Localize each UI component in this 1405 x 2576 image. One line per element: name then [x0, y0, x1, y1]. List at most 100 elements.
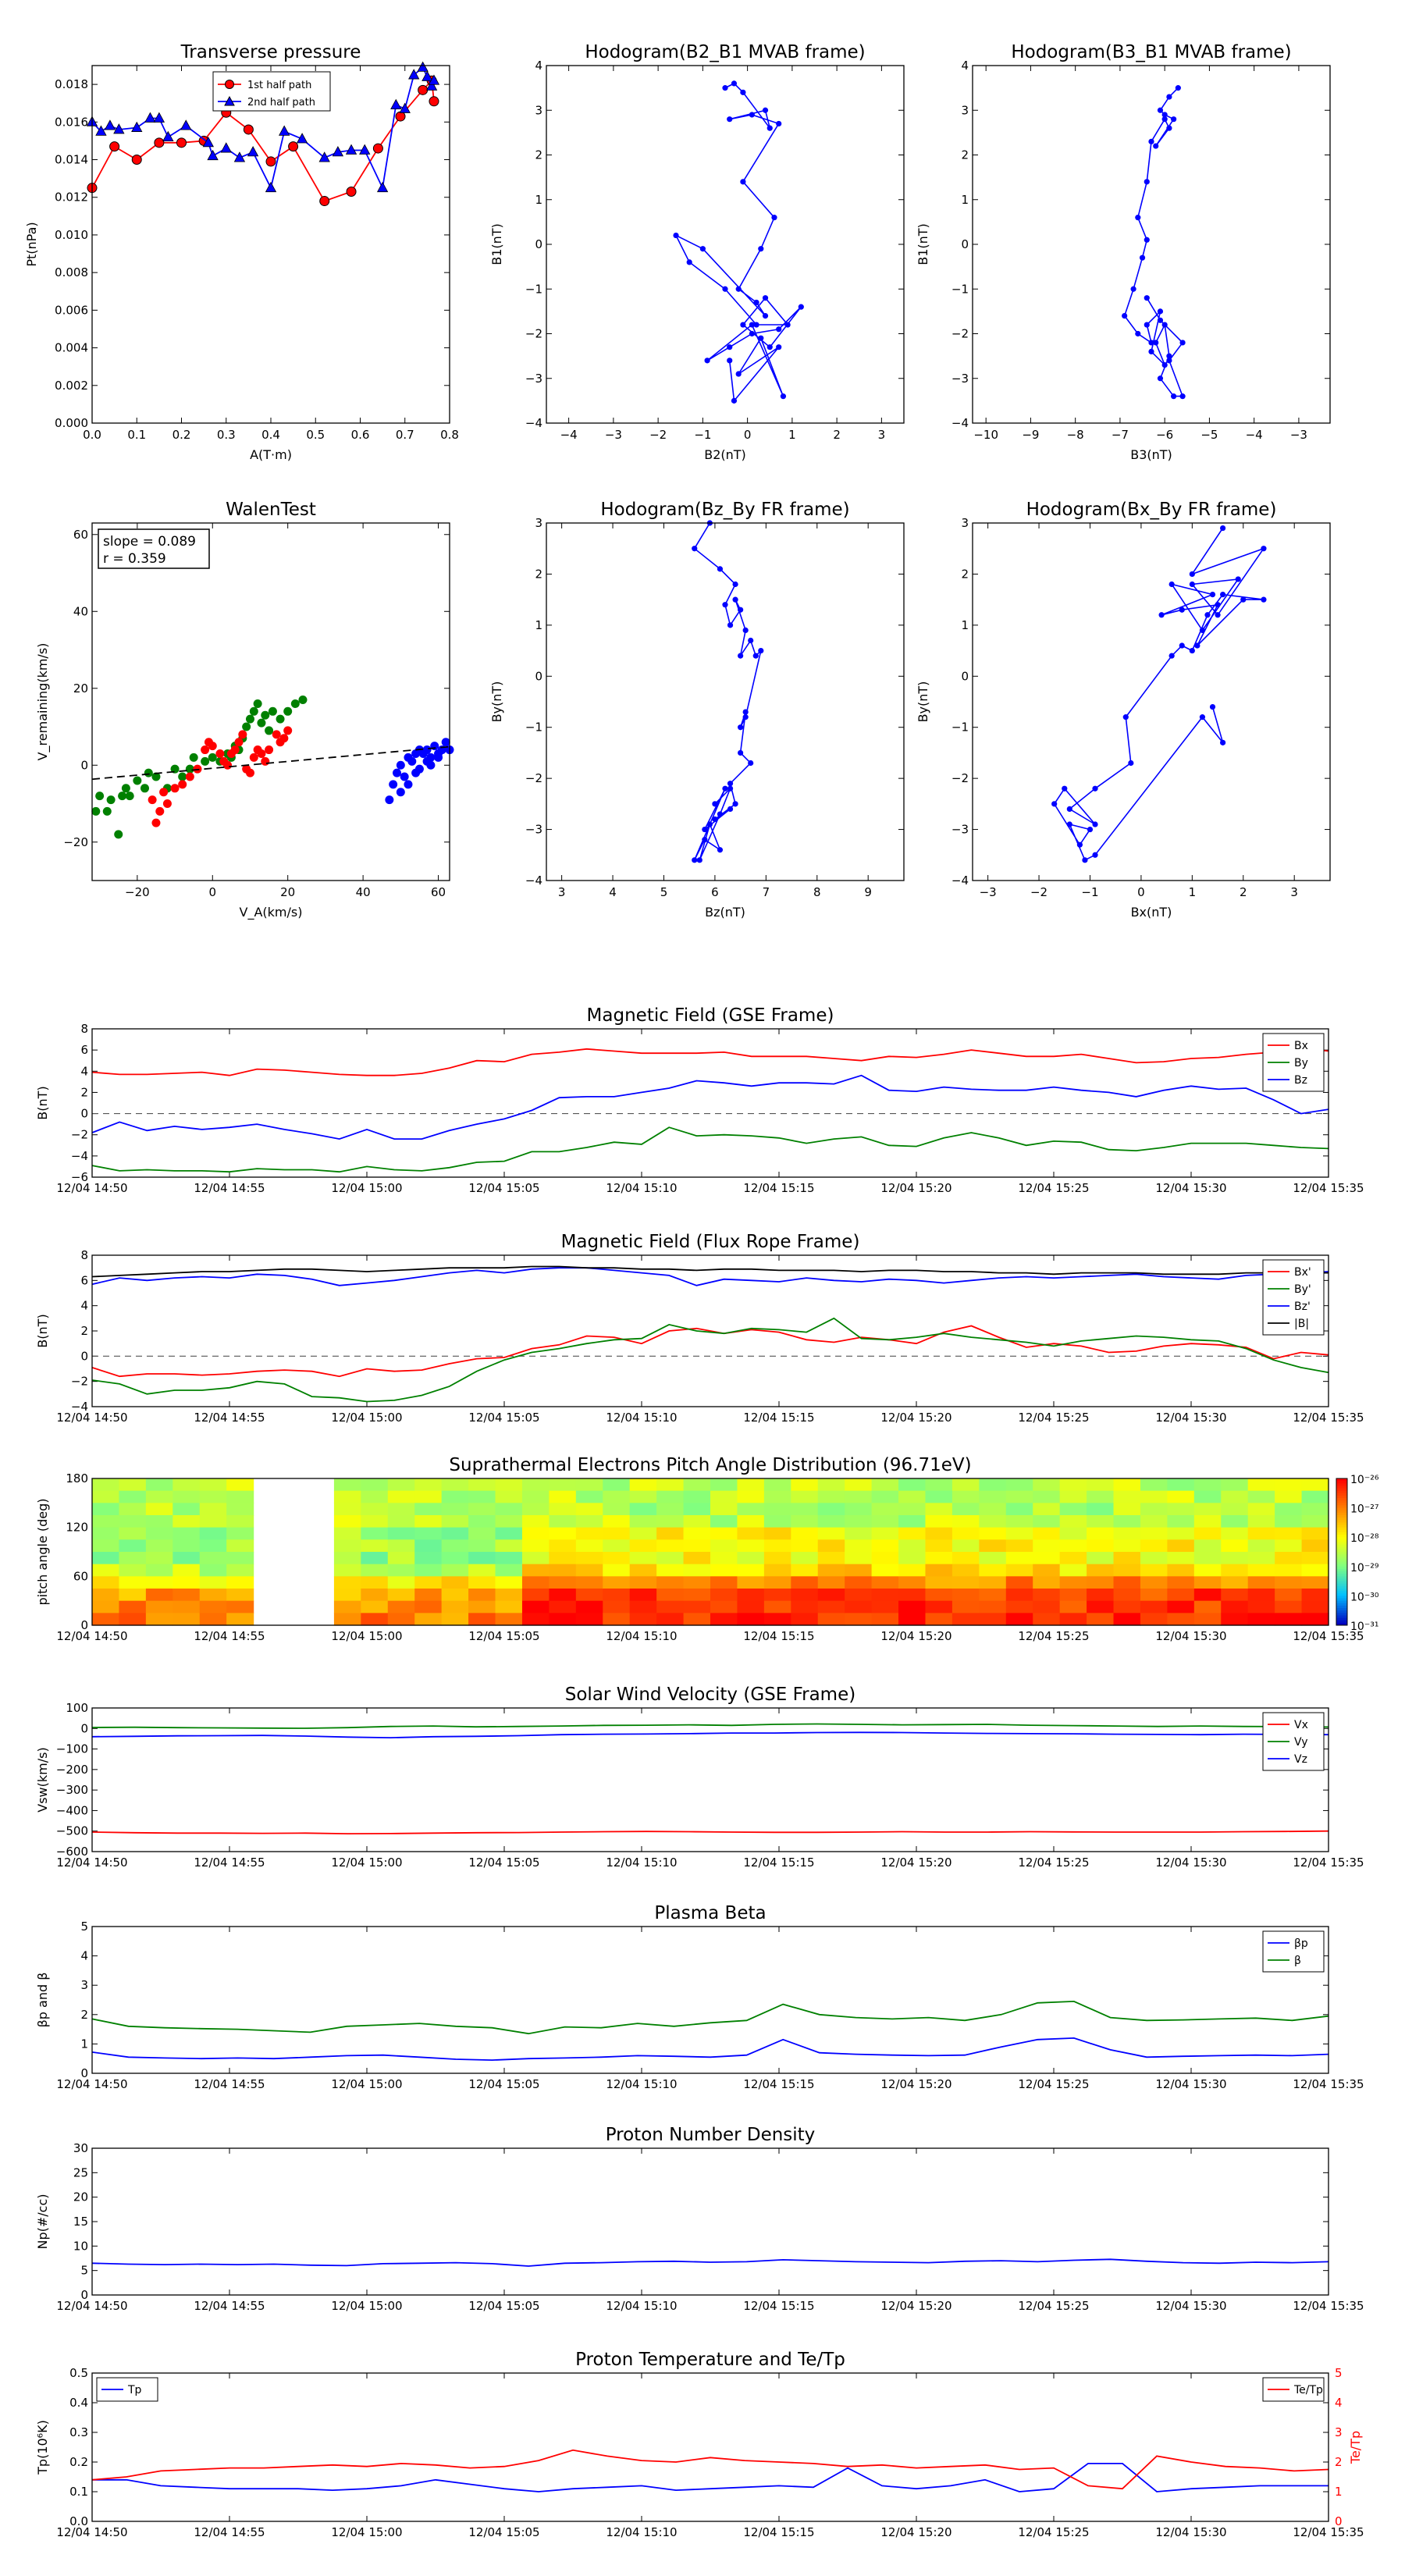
time-tick-label: 12/04 15:25: [1018, 2077, 1089, 2091]
data-point-triangle: [296, 133, 308, 144]
heatmap-cell: [145, 1515, 173, 1528]
heatmap-cell: [575, 1564, 603, 1577]
heatmap-cell: [226, 1564, 254, 1577]
time-tick-label: 12/04 15:00: [331, 2077, 402, 2091]
y-tick-label: 8: [80, 1248, 88, 1262]
y-axis-label: By(nT): [489, 681, 504, 723]
heatmap-cell: [817, 1515, 845, 1528]
colorbar-segment: [1336, 1549, 1347, 1553]
heatmap-cell: [1247, 1576, 1275, 1589]
time-tick-label: 12/04 15:15: [743, 1411, 814, 1425]
heatmap-cell: [521, 1589, 550, 1602]
walen-point: [283, 726, 293, 735]
heatmap-cell: [845, 1552, 873, 1565]
x-tick-label: 7: [763, 885, 770, 899]
series-line: [91, 2258, 1329, 2267]
heatmap-cell: [549, 1576, 577, 1589]
heatmap-cell: [951, 1539, 980, 1553]
heatmap-cell: [817, 1503, 845, 1516]
colorbar-segment: [1336, 1568, 1347, 1572]
heatmap-cell: [521, 1613, 550, 1626]
heatmap-cell: [817, 1564, 845, 1577]
heatmap-cell: [603, 1539, 631, 1553]
plot-area: [92, 2148, 1329, 2295]
heatmap-cell: [629, 1478, 657, 1492]
heatmap-cell: [521, 1515, 550, 1528]
walen-point: [178, 780, 187, 789]
y-tick-label: −3: [951, 823, 969, 837]
heatmap-cell: [1275, 1490, 1303, 1503]
data-point: [1076, 841, 1083, 848]
data-point-triangle: [233, 151, 246, 162]
heatmap-cell: [1221, 1589, 1249, 1602]
y-tick-label: 2: [80, 2008, 88, 2022]
heatmap-cell: [199, 1503, 227, 1516]
y-tick-label: 0.012: [55, 190, 88, 205]
y-tick-label: 0: [80, 1107, 88, 1121]
heatmap-cell: [1113, 1527, 1141, 1540]
time-tick-label: 12/04 14:55: [194, 1629, 265, 1643]
heatmap-cell: [603, 1478, 631, 1492]
heatmap-cell: [1087, 1515, 1115, 1528]
heatmap-cell: [441, 1527, 469, 1540]
chart-title: Transverse pressure: [180, 42, 361, 62]
data-point: [1189, 571, 1195, 578]
heatmap-cell: [845, 1564, 873, 1577]
heatmap-cell: [603, 1503, 631, 1516]
chart-title: Magnetic Field (GSE Frame): [587, 1005, 834, 1026]
time-tick-label: 12/04 15:15: [743, 2077, 814, 2091]
heatmap-cell: [1087, 1490, 1115, 1503]
y-tick-label: 3: [961, 103, 969, 117]
axes-frame: [91, 2147, 1329, 2296]
heatmap-cell: [414, 1527, 443, 1540]
heatmap-cells: [92, 1478, 1329, 1626]
time-tick-label: 12/04 15:30: [1155, 1181, 1226, 1195]
colorbar-segment: [1336, 1557, 1347, 1560]
heatmap-cell: [898, 1490, 927, 1503]
data-point: [1168, 581, 1175, 588]
y-tick-label: 2: [80, 1324, 88, 1338]
walen-point: [106, 795, 116, 805]
heatmap-cell: [1059, 1515, 1087, 1528]
heatmap-cell: [1087, 1589, 1115, 1602]
data-point: [742, 714, 749, 720]
time-tick-label: 12/04 15:05: [468, 2077, 539, 2091]
heatmap-cell: [763, 1589, 791, 1602]
y-tick-label: 180: [66, 1471, 88, 1485]
heatmap-cell: [629, 1564, 657, 1577]
heatmap-cell: [871, 1589, 899, 1602]
heatmap-cell: [737, 1539, 765, 1553]
walen-point: [290, 699, 300, 708]
heatmap-cell: [656, 1478, 685, 1492]
data-point-triangle: [247, 146, 259, 157]
heatmap-cell: [1087, 1613, 1115, 1626]
data-point-circle: [372, 143, 383, 154]
walen-point: [91, 806, 101, 816]
walen-point: [245, 714, 254, 724]
heatmap-cell: [763, 1527, 791, 1540]
heatmap-cell: [629, 1503, 657, 1516]
x-axis-label: B3(nT): [1130, 447, 1172, 462]
heatmap-cell: [495, 1613, 523, 1626]
heatmap-cell: [656, 1515, 685, 1528]
walen-point: [155, 806, 165, 816]
colorbar-segment: [1336, 1589, 1347, 1592]
series-line: [91, 1731, 1329, 1739]
heatmap-cell: [1140, 1589, 1168, 1602]
heatmap-cell: [979, 1490, 1007, 1503]
heatmap-cell: [656, 1552, 685, 1565]
series-line: [91, 1126, 1329, 1173]
legend-label: Bx: [1294, 1040, 1308, 1052]
heatmap-cell: [898, 1564, 927, 1577]
walen-point: [268, 706, 277, 716]
heatmap-cell: [333, 1613, 361, 1626]
annotation-frame: [98, 528, 210, 569]
axes-frame: [91, 1926, 1329, 2074]
x-tick-label: 9: [864, 885, 872, 899]
heatmap-cell: [791, 1613, 819, 1626]
heatmap-cell: [1167, 1490, 1195, 1503]
series-line: [91, 1317, 1329, 1403]
data-point: [776, 326, 782, 333]
heatmap-cell: [468, 1552, 496, 1565]
heatmap-cell: [549, 1552, 577, 1565]
